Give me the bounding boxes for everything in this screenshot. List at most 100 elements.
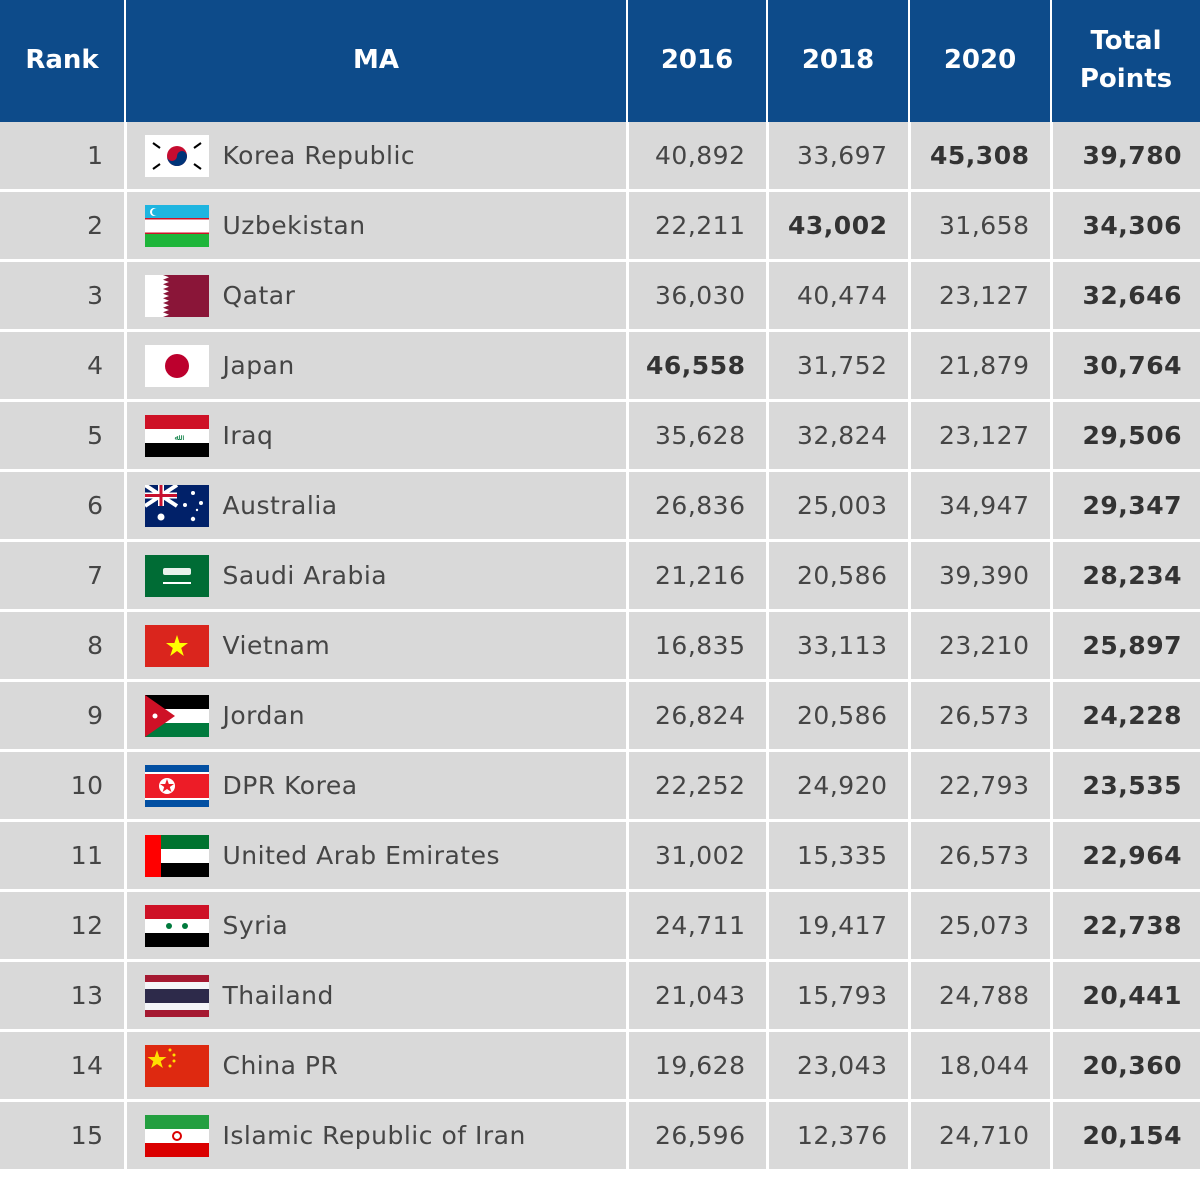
table-row: 12 Syria 24,711 19,417 25,073 22,738 xyxy=(0,890,1200,962)
points-cell: 32,824 xyxy=(765,400,911,472)
country-name: Islamic Republic of Iran xyxy=(222,1121,526,1150)
country: Vietnam xyxy=(144,624,626,667)
table-row: 14 China PR 19,628 23,043 18,044 20,360 xyxy=(0,1030,1200,1102)
total-cell: 20,360 xyxy=(1049,1030,1200,1102)
points-cell: 24,920 xyxy=(765,750,911,822)
total-cell: 34,306 xyxy=(1049,190,1200,262)
flag xyxy=(144,204,209,247)
country-name: Qatar xyxy=(222,281,296,310)
rank-cell: 15 xyxy=(0,1100,127,1172)
rank-cell: 9 xyxy=(0,680,127,752)
country-cell: United Arab Emirates xyxy=(123,820,629,892)
country: China PR xyxy=(144,1044,626,1087)
flag xyxy=(144,624,209,667)
country-name: Thailand xyxy=(222,981,334,1010)
points-cell: 20,586 xyxy=(765,540,911,612)
table-row: 8 Vietnam 16,835 33,113 23,210 25,897 xyxy=(0,610,1200,682)
country-cell: Islamic Republic of Iran xyxy=(123,1100,629,1172)
rank-cell: 1 xyxy=(0,122,127,192)
rank-cell: 11 xyxy=(0,820,127,892)
points-cell: 21,879 xyxy=(907,330,1053,402)
table-body: 1 Korea Republic 40,892 33,697 45,308 39,780 2… xyxy=(0,122,1200,1172)
flag xyxy=(144,1044,209,1087)
country-name: Syria xyxy=(222,911,289,940)
points-cell: 16,835 xyxy=(625,610,769,682)
flag xyxy=(144,274,209,317)
country-name: Vietnam xyxy=(222,631,331,660)
country: Saudi Arabia xyxy=(144,554,626,597)
total-cell: 22,738 xyxy=(1049,890,1200,962)
points-cell: 24,788 xyxy=(907,960,1053,1032)
points-cell: 26,836 xyxy=(625,470,769,542)
flag xyxy=(144,974,209,1017)
points-cell: 31,752 xyxy=(765,330,911,402)
country: Japan xyxy=(144,344,626,387)
points-cell: 33,113 xyxy=(765,610,911,682)
country-cell: Jordan xyxy=(123,680,629,752)
country-name: Saudi Arabia xyxy=(222,561,388,590)
country-cell: China PR xyxy=(123,1030,629,1102)
total-cell: 28,234 xyxy=(1049,540,1200,612)
total-cell: 25,897 xyxy=(1049,610,1200,682)
header-cell: Rank xyxy=(0,0,126,122)
flag xyxy=(144,834,209,877)
country-name: Iraq xyxy=(222,421,274,450)
points-cell: 23,127 xyxy=(907,260,1053,332)
country: Uzbekistan xyxy=(144,204,626,247)
points-cell: 33,697 xyxy=(765,122,911,192)
total-cell: 29,506 xyxy=(1049,400,1200,472)
flag xyxy=(144,904,209,947)
rank-cell: 6 xyxy=(0,470,127,542)
flag xyxy=(144,344,209,387)
country: Korea Republic xyxy=(144,134,626,177)
points-cell: 34,947 xyxy=(907,470,1053,542)
rank-cell: 8 xyxy=(0,610,127,682)
country-name: Australia xyxy=(222,491,338,520)
flag xyxy=(144,484,209,527)
country-name: DPR Korea xyxy=(222,771,358,800)
header-cell: 2016 xyxy=(627,0,768,122)
country-cell: Thailand xyxy=(123,960,629,1032)
table-row: 10 DPR Korea 22,252 24,920 22,793 23,535 xyxy=(0,750,1200,822)
header-cell: MA xyxy=(125,0,628,122)
country-cell: Australia xyxy=(123,470,629,542)
points-cell: 45,308 xyxy=(907,122,1053,192)
country: Syria xyxy=(144,904,626,947)
points-cell: 21,043 xyxy=(625,960,769,1032)
points-cell: 39,390 xyxy=(907,540,1053,612)
table-row: 2 Uzbekistan 22,211 43,002 31,658 34,306 xyxy=(0,190,1200,262)
points-cell: 12,376 xyxy=(765,1100,911,1172)
points-cell: 20,586 xyxy=(765,680,911,752)
country: United Arab Emirates xyxy=(144,834,626,877)
rank-cell: 7 xyxy=(0,540,127,612)
country-name: Korea Republic xyxy=(222,141,416,170)
points-cell: 40,474 xyxy=(765,260,911,332)
flag xyxy=(144,764,209,807)
country-cell: Saudi Arabia xyxy=(123,540,629,612)
rank-cell: 12 xyxy=(0,890,127,962)
rank-cell: 3 xyxy=(0,260,127,332)
country-name: Uzbekistan xyxy=(222,211,366,240)
points-cell: 46,558 xyxy=(625,330,769,402)
points-cell: 31,002 xyxy=(625,820,769,892)
table-row: 3 Qatar 36,030 40,474 23,127 32,646 xyxy=(0,260,1200,332)
country-name: China PR xyxy=(222,1051,339,1080)
points-cell: 19,628 xyxy=(625,1030,769,1102)
points-cell: 26,573 xyxy=(907,680,1053,752)
flag xyxy=(144,554,209,597)
points-cell: 15,335 xyxy=(765,820,911,892)
total-cell: 20,441 xyxy=(1049,960,1200,1032)
table-row: 15 Islamic Republic of Iran 26,596 12,376 24… xyxy=(0,1100,1200,1172)
points-cell: 22,252 xyxy=(625,750,769,822)
country-name: United Arab Emirates xyxy=(222,841,501,870)
points-cell: 35,628 xyxy=(625,400,769,472)
country: ﷲ Iraq xyxy=(144,414,626,457)
rank-cell: 13 xyxy=(0,960,127,1032)
table-row: 7 Saudi Arabia 21,216 20,586 39,390 28,234 xyxy=(0,540,1200,612)
points-cell: 36,030 xyxy=(625,260,769,332)
flag xyxy=(144,694,209,737)
points-cell: 22,793 xyxy=(907,750,1053,822)
points-cell: 26,596 xyxy=(625,1100,769,1172)
